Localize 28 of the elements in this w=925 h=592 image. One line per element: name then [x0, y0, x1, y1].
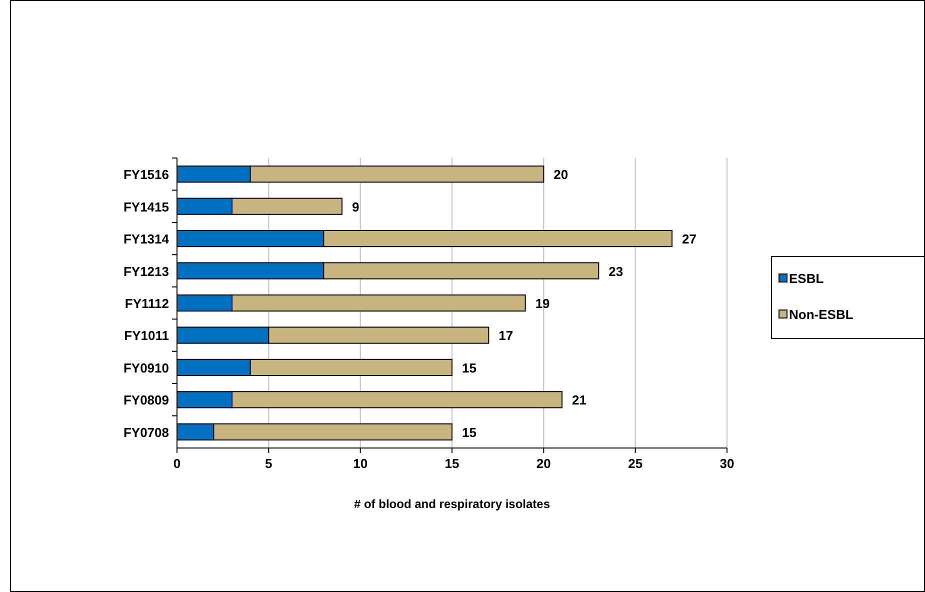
total-label: 17 — [498, 328, 514, 344]
y-tick-label: FY0910 — [123, 360, 169, 376]
total-label: 27 — [682, 232, 696, 247]
x-tick-label: 25 — [628, 456, 643, 471]
x-tick-label: 30 — [720, 456, 734, 471]
legend-label: Non-ESBL — [789, 307, 854, 322]
total-label: 15 — [462, 360, 476, 376]
x-tick-label: 15 — [444, 456, 460, 471]
total-label: 9 — [352, 199, 360, 214]
total-label: 15 — [462, 424, 476, 440]
y-tick-label: FY0809 — [123, 392, 169, 408]
total-label: 23 — [608, 264, 624, 279]
y-tick-label: FY1415 — [123, 199, 169, 214]
y-tick-label: FY1516 — [123, 167, 169, 182]
y-tick-label: FY1112 — [124, 296, 169, 311]
x-axis-title: # of blood and respiratory isolates — [354, 497, 550, 511]
y-tick-label: FY1011 — [124, 328, 169, 344]
y-tick-label: FY1314 — [123, 232, 170, 247]
x-tick-label: 20 — [536, 456, 551, 471]
legend-label: ESBL — [789, 271, 824, 286]
total-label: 21 — [572, 392, 586, 408]
y-tick-label: FY1213 — [123, 264, 169, 279]
total-label: 19 — [535, 296, 550, 311]
total-label: 20 — [554, 167, 568, 182]
x-tick-label: 10 — [353, 456, 368, 471]
y-tick-label: FY0708 — [123, 424, 169, 440]
x-tick-label: 0 — [173, 456, 181, 471]
x-tick-label: 5 — [265, 456, 272, 471]
